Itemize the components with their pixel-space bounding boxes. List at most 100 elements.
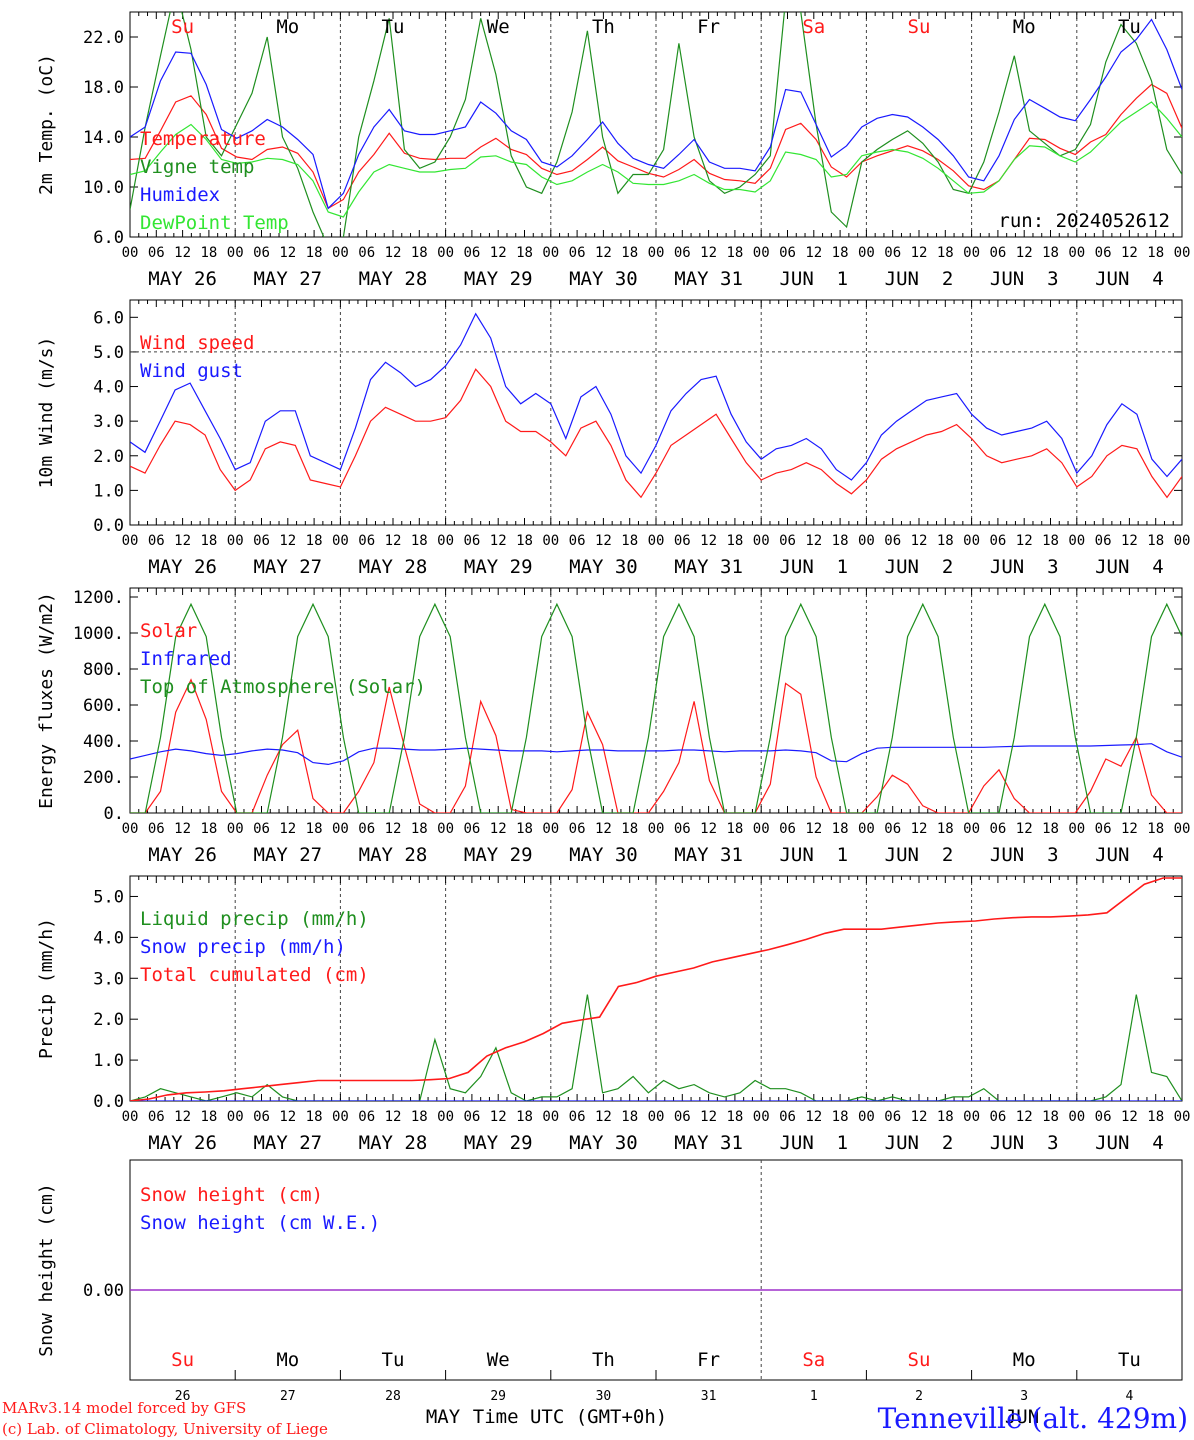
- y-tick-label: 200.: [83, 768, 124, 788]
- hour-tick-label: 06: [463, 245, 480, 261]
- hour-tick-label: 00: [437, 245, 454, 261]
- hour-tick-label: 12: [805, 533, 822, 549]
- date-label: JUN 2: [885, 1132, 954, 1154]
- month-label-jun: JUN: [1005, 1406, 1039, 1428]
- hour-tick-label: 12: [174, 821, 191, 837]
- hour-tick-label: 00: [1068, 1109, 1085, 1125]
- hour-tick-label: 12: [700, 821, 717, 837]
- legend-entry: Snow height (cm): [140, 1184, 323, 1206]
- hour-tick-label: 06: [1095, 1109, 1112, 1125]
- hour-tick-label: 06: [253, 1109, 270, 1125]
- hour-tick-label: 06: [779, 821, 796, 837]
- hour-tick-label: 12: [1121, 245, 1138, 261]
- hour-tick-label: 18: [621, 245, 638, 261]
- hour-tick-label: 12: [805, 1109, 822, 1125]
- hour-tick-label: 18: [937, 821, 954, 837]
- y-tick-label: 0.: [104, 804, 124, 824]
- hour-tick-label: 18: [726, 245, 743, 261]
- date-label: MAY 29: [464, 1132, 533, 1154]
- hour-tick-label: 18: [306, 533, 323, 549]
- hour-tick-label: 12: [700, 533, 717, 549]
- series-line-infrared: [130, 743, 1182, 766]
- date-label: MAY 30: [569, 844, 638, 866]
- hour-tick-label: 00: [858, 245, 875, 261]
- y-tick-label: 0.0: [93, 516, 124, 536]
- weekday-label: Tu: [382, 1349, 405, 1371]
- hour-tick-label: 00: [122, 245, 139, 261]
- weekday-label: Tu: [1118, 1349, 1141, 1371]
- date-label: MAY 31: [674, 844, 743, 866]
- weekday-label: Tu: [382, 16, 405, 38]
- series-line-liquid-precip-mm-h: [130, 994, 1182, 1101]
- hour-tick-label: 06: [1095, 821, 1112, 837]
- hour-tick-label: 12: [385, 1109, 402, 1125]
- date-label: JUN 4: [1095, 1132, 1164, 1154]
- date-label: JUN 1: [779, 268, 848, 290]
- weekday-label: Fr: [697, 16, 720, 38]
- day-number-label: 26: [175, 1389, 191, 1404]
- hour-tick-label: 06: [463, 821, 480, 837]
- hour-tick-label: 00: [648, 1109, 665, 1125]
- hour-tick-label: 18: [621, 533, 638, 549]
- hour-tick-label: 00: [227, 821, 244, 837]
- precip-legend: Liquid precip (mm/h) Snow precip (mm/h) To…: [140, 908, 369, 986]
- y-tick-label: 800.: [83, 660, 124, 680]
- date-label: JUN 4: [1095, 268, 1164, 290]
- hour-tick-label: 18: [832, 1109, 849, 1125]
- hour-tick-label: 06: [674, 533, 691, 549]
- y-tick-label: 400.: [83, 732, 124, 752]
- hour-tick-label: 00: [227, 533, 244, 549]
- plot-frame: [129, 299, 1183, 526]
- weekday-label: We: [487, 16, 510, 38]
- hour-tick-label: 06: [674, 821, 691, 837]
- hour-tick-label: 18: [200, 245, 217, 261]
- date-label: JUN 3: [990, 556, 1059, 578]
- hour-tick-label: 00: [332, 1109, 349, 1125]
- hour-tick-label: 18: [200, 821, 217, 837]
- hour-tick-label: 18: [1042, 245, 1059, 261]
- date-label: MAY 29: [464, 844, 533, 866]
- weekday-label: Su: [171, 16, 194, 38]
- hour-tick-label: 00: [437, 533, 454, 549]
- legend-entry: DewPoint Temp: [140, 212, 289, 234]
- hour-tick-label: 06: [989, 533, 1006, 549]
- date-label: MAY 28: [359, 844, 428, 866]
- hour-tick-label: 00: [542, 245, 559, 261]
- hour-tick-label: 12: [490, 245, 507, 261]
- date-label: MAY 31: [674, 1132, 743, 1154]
- hour-tick-label: 06: [148, 821, 165, 837]
- hour-tick-label: 06: [884, 1109, 901, 1125]
- hour-tick-label: 06: [358, 821, 375, 837]
- hour-tick-label: 00: [332, 533, 349, 549]
- y-tick-label: 5.0: [93, 887, 124, 907]
- hour-tick-label: 00: [437, 821, 454, 837]
- hour-tick-label: 18: [516, 1109, 533, 1125]
- weekday-label: Su: [908, 1349, 931, 1371]
- hour-tick-label: 06: [779, 245, 796, 261]
- hour-tick-label: 12: [279, 1109, 296, 1125]
- hour-tick-label: 06: [358, 533, 375, 549]
- weekday-label: Su: [171, 1349, 194, 1371]
- y-axis-label: Energy fluxes (W/m2): [36, 592, 57, 809]
- hour-tick-label: 06: [674, 1109, 691, 1125]
- hour-tick-label: 06: [989, 1109, 1006, 1125]
- hour-tick-label: 12: [1016, 1109, 1033, 1125]
- date-label: MAY 28: [359, 556, 428, 578]
- weekday-label: Th: [592, 16, 615, 38]
- day-number-label: 29: [490, 1389, 506, 1404]
- hour-tick-label: 18: [1147, 245, 1164, 261]
- hour-tick-label: 00: [227, 245, 244, 261]
- hour-tick-label: 18: [411, 1109, 428, 1125]
- series-line-top-of-atmosphere-solar: [130, 602, 1182, 813]
- hour-tick-label: 06: [569, 821, 586, 837]
- hour-tick-label: 06: [569, 533, 586, 549]
- legend-entry: Liquid precip (mm/h): [140, 908, 369, 930]
- date-label: MAY 28: [359, 1132, 428, 1154]
- panel-3: 0. 200. 400. 600. 800. 1000. 1200. Energy fluxe…: [36, 587, 1190, 866]
- hour-tick-label: 12: [490, 533, 507, 549]
- hour-tick-label: 00: [542, 533, 559, 549]
- day-number-label: 4: [1125, 1389, 1133, 1404]
- panel-2: 0.0 1.0 2.0 3.0 4.0 5.0 6.0 10m Wind (m/s) Wind …: [36, 299, 1190, 578]
- hour-tick-label: 18: [621, 1109, 638, 1125]
